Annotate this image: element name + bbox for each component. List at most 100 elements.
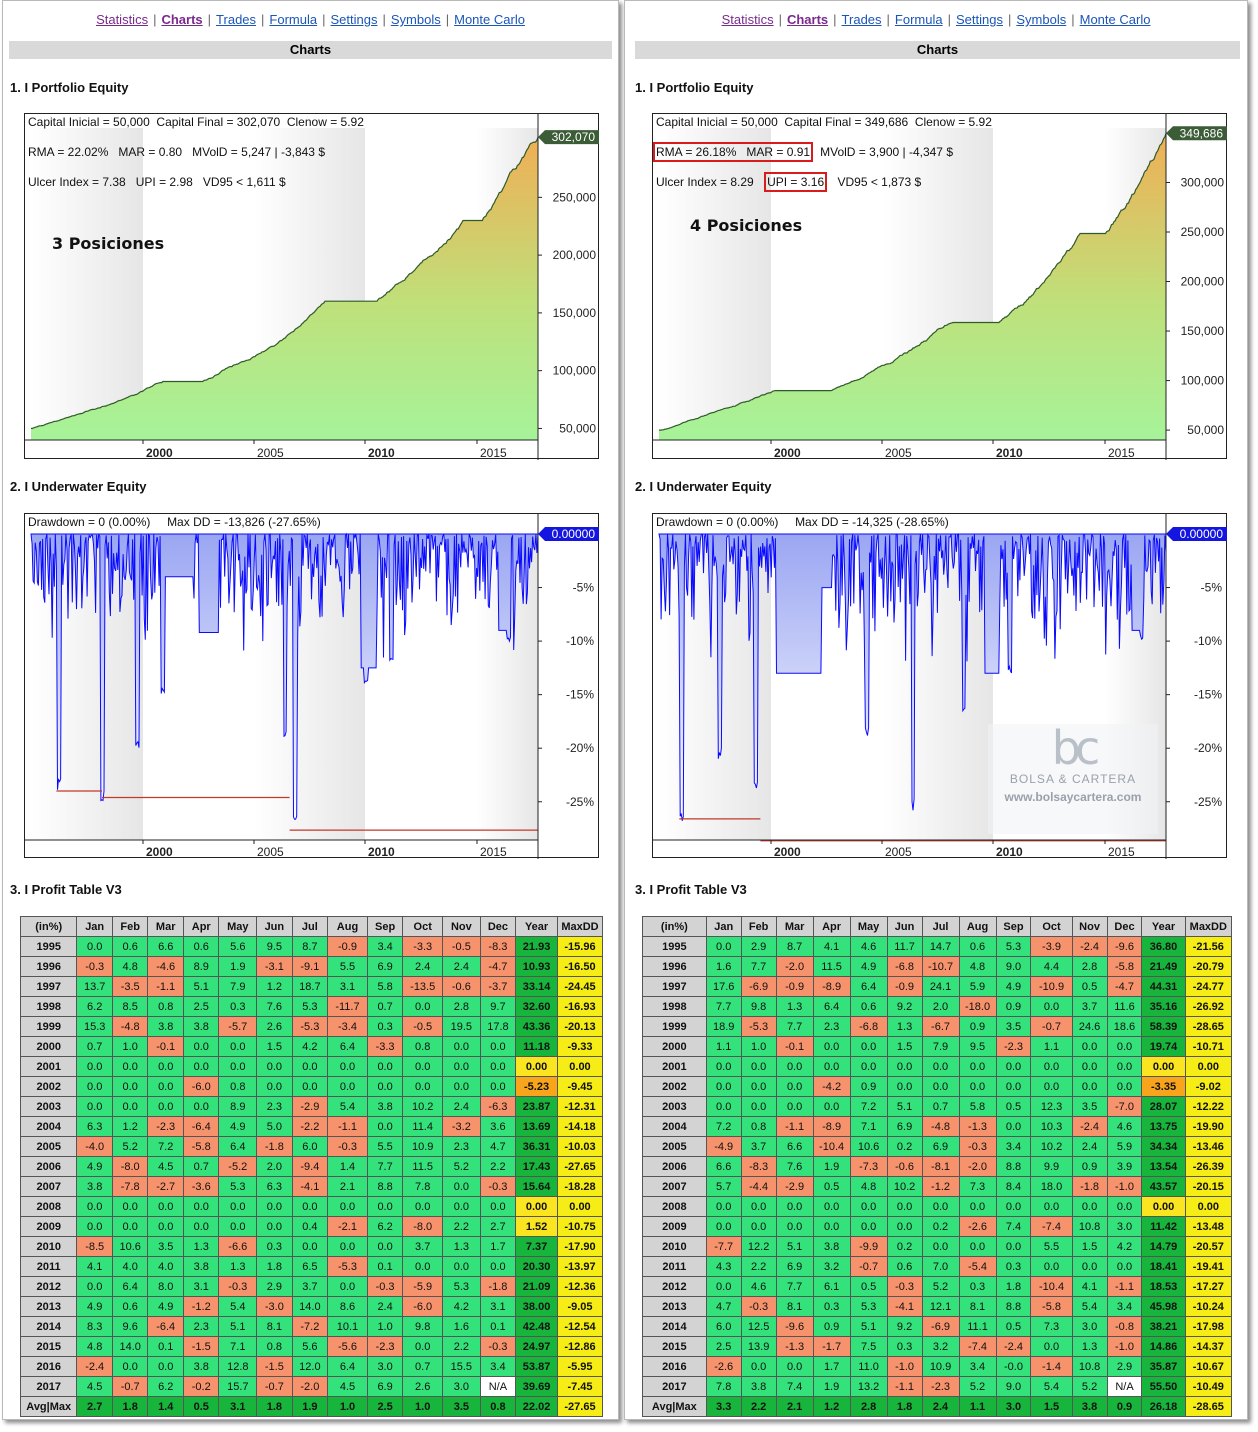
- month-cell: -9.6: [1106, 936, 1143, 957]
- stat-clenow: Clenow = 5.92: [286, 115, 364, 129]
- month-cell: 15.7: [218, 1376, 258, 1397]
- month-cell: 10.6: [849, 1136, 888, 1157]
- month-cell: 1.1: [958, 1396, 997, 1417]
- nav-symbols[interactable]: Symbols: [1016, 12, 1067, 27]
- nav-trades[interactable]: Trades: [216, 12, 257, 27]
- month-cell: 0.6: [849, 996, 888, 1017]
- month-cell: -10.4: [1030, 1276, 1073, 1297]
- month-cell: -0.3: [886, 1276, 923, 1297]
- month-cell: -0.6: [442, 976, 481, 997]
- maxdd-cell: -27.65: [556, 1156, 604, 1177]
- nav-monte-carlo[interactable]: Monte Carlo: [454, 12, 525, 27]
- month-cell: 0.0: [740, 1056, 777, 1077]
- maxdd-cell: -27.65: [556, 1396, 604, 1417]
- month-cell: 0.9: [995, 996, 1032, 1017]
- nav-statistics[interactable]: Statistics: [721, 12, 774, 27]
- year-return-cell: 38.21: [1141, 1316, 1186, 1337]
- month-cell: 2.4: [921, 1396, 960, 1417]
- month-cell: -6.8: [886, 956, 923, 977]
- month-cell: -0.5: [402, 1016, 444, 1037]
- month-cell: 4.7: [705, 1296, 742, 1317]
- nav-charts[interactable]: Charts: [786, 12, 829, 27]
- profit-table: (in%) Jan Feb Mar Apr May Jun Jul Aug Sep Oct Nov De…: [19, 916, 604, 1417]
- equity-stats-line-3: Ulcer Index = 8.29 UPI = 3.16 VD95 < 1,8…: [656, 172, 921, 192]
- table-row: 2005 -4.0 5.2 7.2 -5.8 6.4 -1.8 6.0 -0.3 5.5 10.9 2…: [19, 1136, 604, 1157]
- year-return-cell: 11.18: [515, 1036, 558, 1057]
- month-cell: -2.3: [147, 1116, 184, 1137]
- table-row: 2002 0.0 0.0 0.0 -4.2 0.9 0.0 0.0 0.0 0.0 0.0 0.0 0.…: [642, 1076, 1233, 1097]
- nav-monte-carlo[interactable]: Monte Carlo: [1079, 12, 1151, 27]
- month-cell: 0.0: [1071, 1256, 1108, 1277]
- month-cell: 5.3: [849, 1296, 888, 1317]
- month-cell: 0.5: [995, 1316, 1032, 1337]
- x-tick-label: 2005: [885, 446, 912, 460]
- maxdd-cell: -10.49: [1184, 1376, 1233, 1397]
- month-cell: -0.3: [958, 1136, 997, 1157]
- month-cell: 3.5: [1071, 1096, 1108, 1117]
- month-cell: 5.3: [995, 936, 1032, 957]
- nav-trades[interactable]: Trades: [841, 12, 882, 27]
- year-return-cell: 42.48: [515, 1316, 558, 1337]
- nav-formula[interactable]: Formula: [269, 12, 318, 27]
- month-cell: -2.0: [291, 1376, 329, 1397]
- row-year: 2016: [642, 1356, 707, 1377]
- maxdd-cell: -24.45: [556, 976, 604, 997]
- month-cell: 7.7: [775, 1016, 814, 1037]
- table-row: 2012 0.0 6.4 8.0 3.1 -0.3 2.9 3.7 0.0 -0.3 -5.9 5.3…: [19, 1276, 604, 1297]
- underwater-chart: -5% -10% -15% -20% -25% 0.00000 2000 2005 2010 20…: [652, 513, 1227, 859]
- month-cell: 2.0: [921, 996, 960, 1017]
- month-cell: 0.0: [147, 1356, 184, 1377]
- month-cell: 7.8: [402, 1176, 444, 1197]
- nav-settings[interactable]: Settings: [330, 12, 378, 27]
- nav-symbols[interactable]: Symbols: [390, 12, 441, 27]
- row-year: 2017: [19, 1376, 78, 1397]
- nav-statistics[interactable]: Statistics: [96, 12, 149, 27]
- month-cell: 1.9: [812, 1156, 851, 1177]
- month-cell: -5.7: [218, 1016, 258, 1037]
- year-return-cell: 53.87: [515, 1356, 558, 1377]
- month-cell: 0.0: [76, 1276, 113, 1297]
- month-cell: 6.4: [111, 1276, 149, 1297]
- month-cell: -1.1: [886, 1376, 923, 1397]
- month-cell: 0.0: [1030, 1196, 1073, 1217]
- month-cell: 1.0: [402, 1396, 444, 1417]
- year-return-cell: 34.34: [1141, 1136, 1186, 1157]
- month-cell: -7.2: [291, 1316, 329, 1337]
- nav-formula[interactable]: Formula: [894, 12, 943, 27]
- month-cell: 0.3: [886, 1336, 923, 1357]
- x-tick-label: 2000: [774, 446, 801, 460]
- month-cell: 1.8: [995, 1276, 1032, 1297]
- year-return-cell: 14.79: [1141, 1236, 1186, 1257]
- month-cell: -1.2: [921, 1176, 960, 1197]
- row-year: 2014: [19, 1316, 78, 1337]
- report-nav: Statistics | Charts | Trades | Formula | Setting…: [721, 12, 1151, 27]
- month-cell: 5.1: [849, 1316, 888, 1337]
- month-cell: 1.3: [182, 1236, 220, 1257]
- month-cell: 10.2: [402, 1096, 444, 1117]
- month-cell: 0.0: [291, 1076, 329, 1097]
- month-cell: 4.5: [76, 1376, 113, 1397]
- month-cell: 1.5: [256, 1036, 293, 1057]
- maxdd-cell: -13.48: [1184, 1216, 1233, 1237]
- month-cell: 0.0: [1106, 1196, 1143, 1217]
- month-cell: 11.1: [958, 1316, 997, 1337]
- table-row: 2007 3.8 -7.8 -2.7 -3.6 5.3 6.3 -4.1 2.1 8.8 7.8 0.…: [19, 1176, 604, 1197]
- y-tick-label: -25%: [1194, 795, 1222, 809]
- month-cell: -8.5: [76, 1236, 113, 1257]
- month-cell: 0.0: [740, 1356, 777, 1377]
- nav-charts[interactable]: Charts: [161, 12, 203, 27]
- month-cell: 0.5: [182, 1396, 220, 1417]
- nav-settings[interactable]: Settings: [956, 12, 1003, 27]
- maxdd-cell: 0.00: [556, 1056, 604, 1077]
- month-cell: 5.2: [111, 1136, 149, 1157]
- year-return-cell: 13.54: [1141, 1156, 1186, 1177]
- maxdd-cell: -12.36: [556, 1276, 604, 1297]
- month-cell: 2.3: [182, 1316, 220, 1337]
- month-cell: -6.9: [921, 1316, 960, 1337]
- month-cell: 6.4: [327, 1036, 368, 1057]
- stat-drawdown: Drawdown = 0 (0.00%): [28, 515, 151, 529]
- month-cell: -1.5: [182, 1336, 220, 1357]
- month-cell: 0.0: [366, 1116, 404, 1137]
- month-cell: 5.5: [1030, 1236, 1073, 1257]
- month-cell: 1.0: [111, 1036, 149, 1057]
